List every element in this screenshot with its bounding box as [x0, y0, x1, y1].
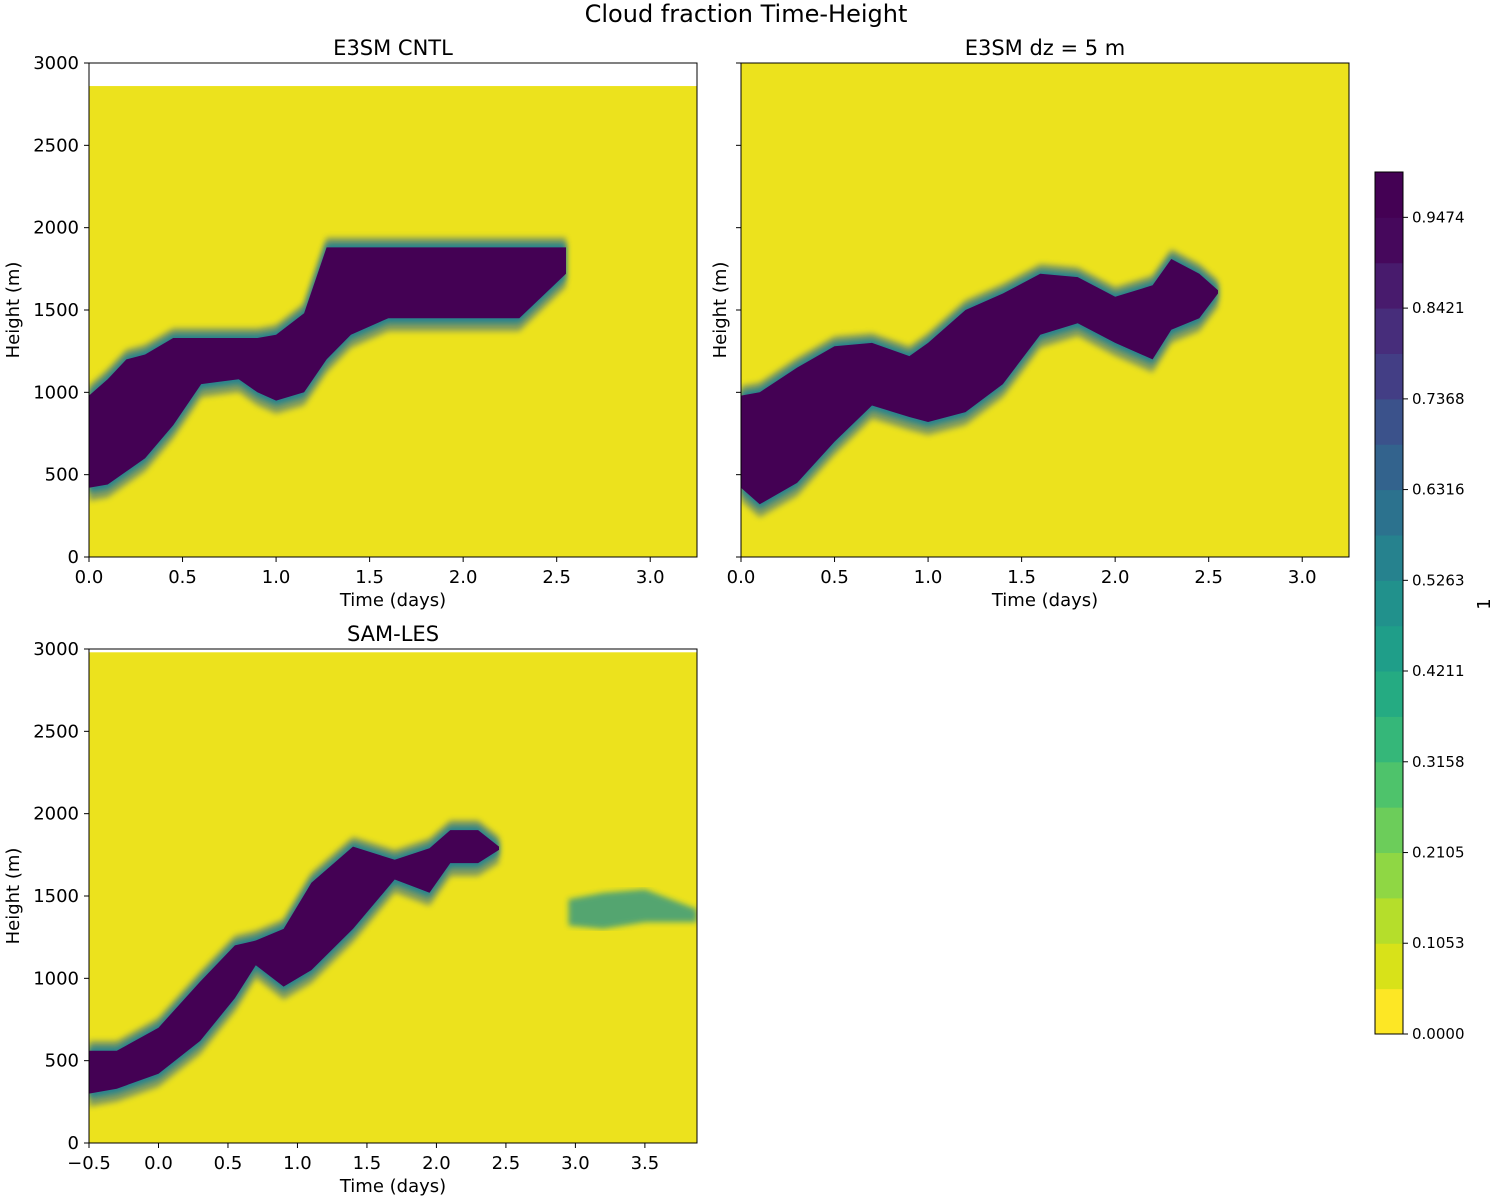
x-tick-label: 1.5: [353, 1153, 382, 1174]
colorbar-tick-label: 0.9474: [1412, 208, 1465, 226]
subplot-1: 0.0 0.5 1.0 1.5 2.0 2.5 3.0 0 500 1000 1500 2000 250…: [3, 36, 698, 611]
y-tick-label: 0: [68, 1133, 79, 1154]
y-tick-label: 500: [45, 465, 79, 486]
y-tick-label: 2000: [33, 218, 79, 239]
x-tick-label: 2.0: [449, 567, 478, 588]
y-axis-label: Height (m): [710, 262, 731, 359]
y-tick-label: 500: [45, 1051, 79, 1072]
x-axis-label: Time (days): [991, 590, 1098, 611]
colorbar-segment: [1375, 534, 1403, 581]
colorbar-segment: [1375, 988, 1403, 1035]
y-tick-label: 2500: [33, 135, 79, 156]
x-tick-label: 2.0: [1101, 567, 1130, 588]
cloud-core: [89, 830, 499, 1094]
colorbar-tick-label: 0.3158: [1412, 753, 1465, 771]
x-tick-label: 0.0: [144, 1153, 173, 1174]
colorbar-segment: [1375, 671, 1403, 717]
colorbar-segment: [1375, 943, 1403, 990]
colorbar-segment: [1375, 217, 1403, 264]
y-tick-label: 2500: [33, 721, 79, 742]
x-tick-label: 1.5: [1007, 567, 1036, 588]
x-tick-label: 1.0: [914, 567, 943, 588]
x-tick-label: 2.0: [422, 1153, 451, 1174]
colorbar-segment: [1375, 761, 1403, 808]
cloud-core: [89, 247, 566, 488]
colorbar-segment: [1375, 308, 1403, 354]
colorbar-tick-label: 0.7368: [1412, 390, 1465, 408]
subplot-title: E3SM CNTL: [333, 36, 453, 60]
x-tick-label: 2.5: [542, 567, 571, 588]
y-tick-label: 0: [68, 547, 79, 568]
colorbar-segment: [1375, 444, 1403, 491]
x-tick-label: 2.5: [492, 1153, 521, 1174]
x-tick-label: 3.0: [561, 1153, 590, 1174]
cloud-secondary-layer: [568, 889, 697, 929]
colorbar-tick-label: 0.1053: [1412, 934, 1465, 952]
y-tick-label: 1000: [33, 968, 79, 989]
colorbar-segment: [1375, 580, 1403, 627]
plot-area: [89, 86, 697, 557]
colorbar-tick-label: 0.5263: [1412, 571, 1465, 589]
subplot-title: SAM-LES: [347, 622, 439, 646]
x-tick-label: 3.0: [636, 567, 665, 588]
y-tick-label: 2000: [33, 804, 79, 825]
cloud-core: [741, 259, 1218, 505]
colorbar-segment: [1375, 353, 1403, 400]
x-tick-label: 0.5: [168, 567, 197, 588]
x-tick-label: 3.0: [1288, 567, 1317, 588]
figure-title: Cloud fraction Time-Height: [585, 0, 908, 28]
colorbar-tick-label: 0.2105: [1412, 844, 1465, 862]
y-axis-label: Height (m): [3, 848, 24, 945]
y-tick-label: 1500: [33, 300, 79, 321]
colorbar-tick-label: 0.4211: [1412, 662, 1465, 680]
y-axis-label: Height (m): [3, 262, 24, 359]
colorbar-segment: [1375, 852, 1403, 899]
x-axis-label: Time (days): [339, 1176, 446, 1197]
colorbar-segment: [1375, 262, 1403, 309]
y-tick-label: 1000: [33, 382, 79, 403]
y-tick-label: 3000: [33, 53, 79, 74]
colorbar-frame: [1374, 171, 1404, 1035]
colorbar-segment: [1375, 398, 1403, 445]
x-tick-label: 0.5: [820, 567, 849, 588]
x-tick-label: 0.0: [75, 567, 104, 588]
colorbar-segment: [1375, 807, 1403, 854]
x-tick-label: 0.5: [214, 1153, 243, 1174]
colorbar-segment: [1375, 172, 1403, 218]
colorbar-tick-label: 0.8421: [1412, 299, 1465, 317]
x-tick-label: 3.5: [631, 1153, 660, 1174]
colorbar-segment: [1375, 489, 1403, 536]
colorbar-tick-label: 0.6316: [1412, 481, 1465, 499]
subplot-2: 0.0 0.5 1.0 1.5 2.0 2.5 3.0 E3SM dz = 5 m Time (…: [710, 36, 1350, 611]
y-tick-label: 1500: [33, 886, 79, 907]
colorbar-tick-label: 0.0000: [1412, 1025, 1465, 1043]
colorbar-segment: [1375, 625, 1403, 672]
x-tick-label: 2.5: [1194, 567, 1223, 588]
subplot-title: E3SM dz = 5 m: [965, 36, 1126, 60]
colorbar: 0.0000 0.1053 0.2105 0.3158 0.4211 0.5263 0.63…: [1374, 171, 1495, 1043]
subplots: 0.0 0.5 1.0 1.5 2.0 2.5 3.0 0 500 1000 1500 2000 250…: [3, 36, 1350, 1197]
x-tick-label: 1.0: [283, 1153, 312, 1174]
x-tick-label: −0.5: [67, 1153, 111, 1174]
x-axis-label: Time (days): [339, 590, 446, 611]
plot-area: [89, 652, 697, 1143]
colorbar-label: 1: [1474, 598, 1495, 609]
x-tick-label: 1.5: [355, 567, 384, 588]
colorbar-segment: [1375, 897, 1403, 944]
x-tick-label: 1.0: [262, 567, 291, 588]
colorbar-segment: [1375, 716, 1403, 763]
subplot-3: −0.5 0.0 0.5 1.0 1.5 2.0 2.5 3.0 3.5 0 500 1000 1500…: [3, 622, 698, 1197]
x-tick-label: 0.0: [727, 567, 756, 588]
y-tick-label: 3000: [33, 639, 79, 660]
plot-area: [741, 63, 1349, 557]
